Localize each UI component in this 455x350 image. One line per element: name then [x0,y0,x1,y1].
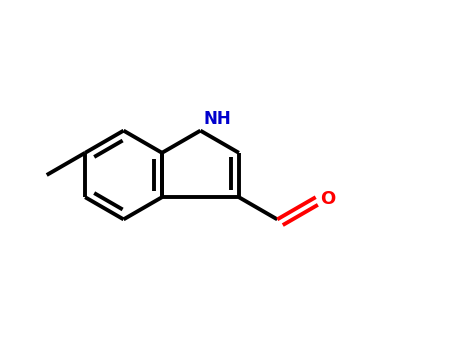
Text: O: O [320,190,336,208]
Text: NH: NH [203,110,231,127]
